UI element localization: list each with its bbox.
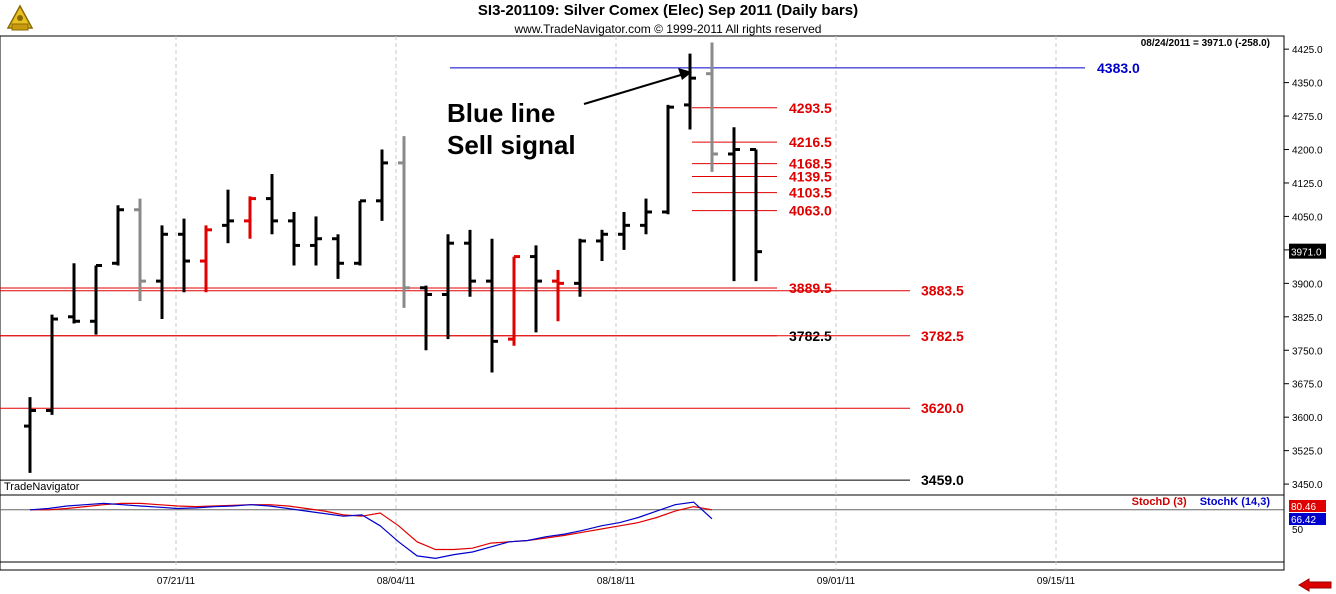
ohlc-bar [464, 229, 476, 297]
ohlc-bar [596, 229, 608, 262]
ohlc-bar [442, 234, 454, 340]
red-left-arrow-icon[interactable] [1298, 578, 1332, 592]
y-tick-label: 3750.0 [1292, 346, 1323, 357]
ohlc-bar [200, 225, 212, 293]
grid [0, 35, 1285, 571]
level-label: 4168.5 [789, 156, 832, 172]
y-tick-label: 4200.0 [1292, 146, 1323, 157]
stoch-d-line [30, 502, 713, 551]
y-tick-label: 3450.0 [1292, 480, 1323, 491]
level-label: 3620.0 [921, 400, 964, 416]
ohlc-bar [178, 218, 190, 293]
ohlc-bar [662, 104, 674, 215]
y-tick-label: 3825.0 [1292, 313, 1323, 324]
stoch-y-tick-label: 50 [1292, 525, 1304, 536]
level-label: 3883.5 [921, 283, 964, 299]
y-tick-label: 4050.0 [1292, 212, 1323, 223]
level-label: 4063.0 [789, 203, 832, 219]
level-label: 4383.0 [1097, 60, 1140, 76]
ohlc-bar [728, 127, 740, 282]
stoch-d-label: StochD (3) [1131, 496, 1187, 508]
y-tick-label: 4425.0 [1292, 45, 1323, 56]
annotation-line1: Blue line [447, 98, 555, 128]
ohlc-bar [46, 314, 58, 415]
ohlc-bar [354, 199, 366, 266]
y-tick-label: 3600.0 [1292, 413, 1323, 424]
ohlc-bar [552, 269, 564, 322]
ohlc-bar [266, 174, 278, 235]
x-tick-label: 08/18/11 [597, 576, 636, 587]
axes: 07/21/11 08/04/11 08/18/11 09/01/11 09/15/11… [157, 36, 1326, 587]
stoch-k-value: 66.42 [1291, 515, 1316, 526]
ohlc-bar [706, 42, 718, 172]
ohlc-bar [684, 53, 696, 130]
level-label: 4293.5 [789, 100, 832, 116]
level-label: 4103.5 [789, 185, 832, 201]
ohlc-bar [90, 264, 102, 335]
ohlc-bar [618, 211, 630, 250]
watermark-text: TradeNavigator [4, 481, 80, 493]
ohlc-bar [508, 255, 520, 346]
ohlc-bar [134, 198, 146, 302]
y-tick-label: 4125.0 [1292, 179, 1323, 190]
stochastic-panel: 50 80.46 66.42 [0, 500, 1326, 560]
copyright-text: www.TradeNavigator.com © 1999-2011 All r… [514, 22, 822, 36]
ohlc-bar [244, 196, 256, 239]
ohlc-bar [222, 189, 234, 244]
ohlc-bar [486, 238, 498, 373]
level-label: 3889.5 [789, 280, 832, 296]
ohlc-bar [310, 216, 322, 266]
stoch-d-value-box [1289, 500, 1326, 512]
level-label: 4139.5 [789, 169, 832, 185]
ohlc-bar [376, 149, 388, 221]
trade-navigator-logo-icon[interactable] [4, 2, 36, 34]
y-tick-label: 3900.0 [1292, 279, 1323, 290]
ohlc-bar [288, 211, 300, 266]
annotation-arrow-head [678, 68, 692, 80]
y-tick-label: 3525.0 [1292, 447, 1323, 458]
stochastic-legend: StochD (3) StochK (14,3) [1100, 496, 1270, 508]
ohlc-bar [640, 198, 652, 235]
last-price-label: 3971.0 [1291, 248, 1322, 259]
x-tick-label: 07/21/11 [157, 576, 196, 587]
x-tick-label: 09/15/11 [1037, 576, 1076, 587]
ohlc-bar [574, 238, 586, 297]
x-tick-label: 08/04/11 [377, 576, 416, 587]
annotation-line2: Sell signal [447, 130, 576, 160]
annotation-arrow [583, 73, 685, 105]
ohlc-bar [112, 205, 124, 266]
ohlc-bar [420, 285, 432, 351]
level-label: 3782.5 [921, 328, 964, 344]
ohlc-bar [398, 136, 410, 308]
ohlc-bar [24, 397, 36, 473]
stoch-k-line [29, 501, 713, 560]
stoch-d-value: 80.46 [1291, 502, 1316, 513]
y-tick-label: 3675.0 [1292, 380, 1323, 391]
ohlc-bar [750, 148, 762, 282]
ohlc-bar [332, 234, 344, 279]
ohlc-bar [156, 225, 168, 320]
annotation: Blue line Sell signal [447, 68, 692, 160]
ohlc-bar [68, 263, 80, 324]
ohlc-bars [24, 42, 762, 473]
last-price-box [1289, 243, 1326, 259]
x-tick-label: 09/01/11 [817, 576, 856, 587]
chart-title: SI3-201109: Silver Comex (Elec) Sep 2011… [477, 2, 859, 19]
level-label: 4216.5 [789, 134, 832, 150]
level-label: 3459.0 [921, 472, 964, 488]
price-readout: 08/24/2011 = 3971.0 (-258.0) [1140, 38, 1270, 49]
y-tick-label: 4275.0 [1292, 112, 1323, 123]
stoch-k-value-box [1289, 513, 1326, 525]
plot-frame [0, 35, 1285, 571]
stoch-k-label: StochK (14,3) [1199, 496, 1270, 508]
y-tick-label: 4350.0 [1292, 79, 1323, 90]
ohlc-bar [530, 245, 542, 333]
